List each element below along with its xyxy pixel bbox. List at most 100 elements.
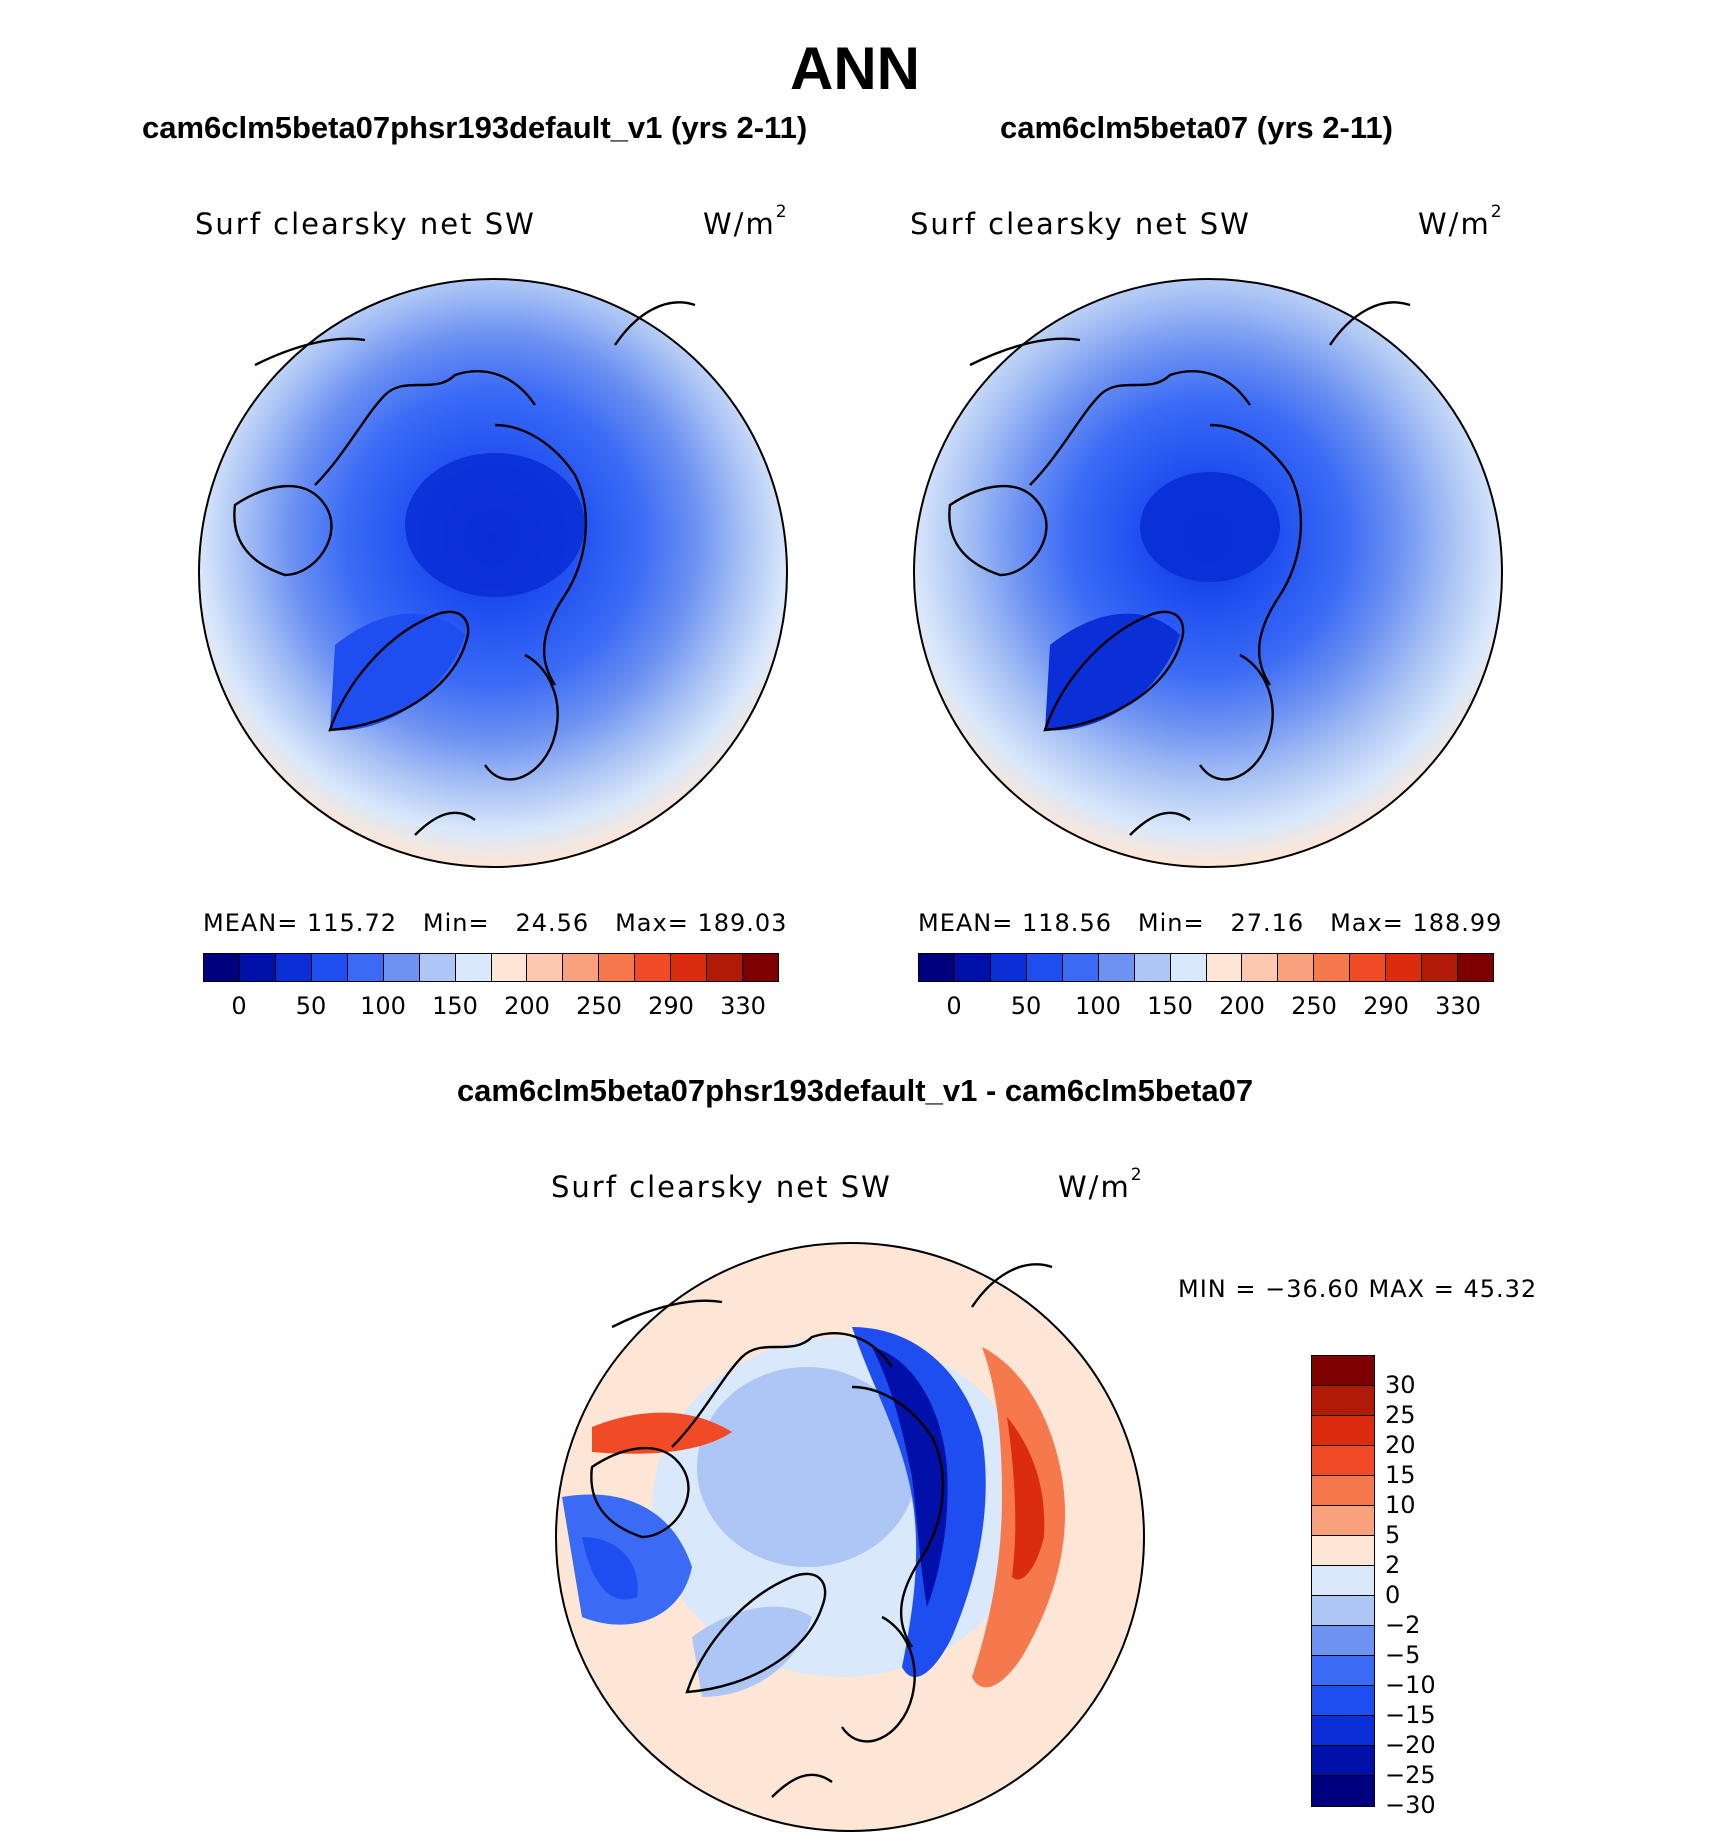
control-polar-core [1140, 472, 1280, 582]
test-variable-label: Surf clearsky net SW [195, 207, 536, 241]
diff-canada-positive [592, 1412, 732, 1454]
colorbar-tick-label: −2 [1385, 1611, 1421, 1639]
colorbar-tick-label: 150 [1147, 992, 1193, 1020]
colorbar-segment [1312, 1596, 1374, 1626]
colorbar-tick-label: −25 [1385, 1761, 1436, 1789]
colorbar-segment [1312, 1386, 1374, 1416]
colorbar-segment [1312, 1356, 1374, 1386]
test-colorbar [203, 953, 779, 982]
colorbar-segment [1242, 954, 1279, 981]
diff-map [555, 1242, 1145, 1832]
diff-siberia-strong-positive [1007, 1417, 1045, 1580]
colorbar-tick-label: 290 [1363, 992, 1409, 1020]
colorbar-segment [1312, 1446, 1374, 1476]
diff-panel-title: cam6clm5beta07phsr193default_v1 - cam6cl… [456, 1073, 1254, 1108]
control-panel-title: cam6clm5beta07 (yrs 2-11) [1000, 110, 1393, 145]
colorbar-segment [347, 954, 384, 981]
colorbar-segment [239, 954, 276, 981]
control-greenland [1045, 613, 1180, 731]
colorbar-tick-label: 10 [1385, 1491, 1416, 1519]
colorbar-segment [311, 954, 348, 981]
colorbar-tick-label: 25 [1385, 1401, 1416, 1429]
colorbar-tick-label: 2 [1385, 1551, 1401, 1579]
colorbar-segment [563, 954, 600, 981]
colorbar-segment [1170, 954, 1207, 981]
colorbar-tick-label: 200 [1219, 992, 1265, 1020]
colorbar-segment [419, 954, 456, 981]
colorbar-segment [599, 954, 636, 981]
control-map-boundary [913, 278, 1503, 868]
colorbar-segment [1312, 1506, 1374, 1536]
colorbar-segment [1134, 954, 1171, 981]
colorbar-tick-label: −10 [1385, 1671, 1436, 1699]
colorbar-segment [635, 954, 672, 981]
colorbar-segment [1312, 1416, 1374, 1446]
colorbar-segment [383, 954, 420, 981]
diff-polar-cap [697, 1367, 917, 1567]
colorbar-segment [671, 954, 708, 981]
colorbar-segment [1312, 1536, 1374, 1566]
test-polar-core [405, 453, 585, 597]
colorbar-segment [743, 954, 778, 981]
colorbar-segment [1312, 1626, 1374, 1656]
diff-eurasia-strong-negative [872, 1347, 948, 1607]
colorbar-segment [1312, 1716, 1374, 1746]
colorbar-tick-label: 30 [1385, 1371, 1416, 1399]
colorbar-tick-label: −5 [1385, 1641, 1421, 1669]
colorbar-segment [1206, 954, 1243, 981]
control-coastlines [948, 301, 1411, 836]
test-units-label: W/m2 [703, 202, 789, 241]
diff-coastlines [590, 1263, 1053, 1798]
control-map [913, 278, 1503, 868]
colorbar-segment [1278, 954, 1315, 981]
control-stats: MEAN= 118.56 Min= 27.16 Max= 188.99 [918, 909, 1503, 937]
colorbar-segment [990, 954, 1027, 981]
colorbar-segment [1026, 954, 1063, 981]
colorbar-segment [1350, 954, 1387, 981]
colorbar-tick-label: 330 [720, 992, 766, 1020]
colorbar-tick-label: 0 [946, 992, 962, 1020]
colorbar-tick-label: 50 [295, 992, 327, 1020]
test-coastlines [233, 301, 696, 836]
colorbar-tick-label: 150 [432, 992, 478, 1020]
colorbar-tick-label: 330 [1435, 992, 1481, 1020]
colorbar-segment [1312, 1476, 1374, 1506]
colorbar-segment [1062, 954, 1099, 981]
colorbar-tick-label: 250 [1291, 992, 1337, 1020]
colorbar-tick-label: 20 [1385, 1431, 1416, 1459]
season-title: ANN [790, 35, 920, 102]
colorbar-tick-label: 100 [360, 992, 406, 1020]
diff-map-boundary [555, 1242, 1145, 1832]
colorbar-tick-label: 5 [1385, 1521, 1401, 1549]
colorbar-tick-label: 250 [576, 992, 622, 1020]
colorbar-tick-label: 290 [648, 992, 694, 1020]
colorbar-segment [1458, 954, 1493, 981]
colorbar-segment [204, 954, 240, 981]
colorbar-tick-label: 200 [504, 992, 550, 1020]
colorbar-tick-label: 0 [231, 992, 247, 1020]
colorbar-segment [954, 954, 991, 981]
test-greenland [330, 613, 465, 731]
colorbar-segment [707, 954, 744, 981]
colorbar-segment [275, 954, 312, 981]
colorbar-tick-label: 100 [1075, 992, 1121, 1020]
colorbar-tick-label: 50 [1010, 992, 1042, 1020]
control-units-label: W/m2 [1418, 202, 1504, 241]
colorbar-segment [527, 954, 564, 981]
colorbar-segment [1386, 954, 1423, 981]
colorbar-segment [1312, 1566, 1374, 1596]
test-panel-title: cam6clm5beta07phsr193default_v1 (yrs 2-1… [142, 110, 808, 145]
diff-stats: MIN = −36.60 MAX = 45.32 [1178, 1275, 1538, 1303]
control-variable-label: Surf clearsky net SW [910, 207, 1251, 241]
colorbar-tick-label: −30 [1385, 1791, 1436, 1819]
colorbar-segment [1312, 1686, 1374, 1716]
colorbar-segment [491, 954, 528, 981]
colorbar-tick-label: 15 [1385, 1461, 1416, 1489]
diff-units-label: W/m2 [1058, 1165, 1144, 1204]
diff-canada-strong-negative [582, 1537, 638, 1600]
colorbar-segment [1098, 954, 1135, 981]
colorbar-segment [1312, 1746, 1374, 1776]
colorbar-segment [1312, 1656, 1374, 1686]
colorbar-tick-label: −20 [1385, 1731, 1436, 1759]
colorbar-segment [1422, 954, 1459, 981]
